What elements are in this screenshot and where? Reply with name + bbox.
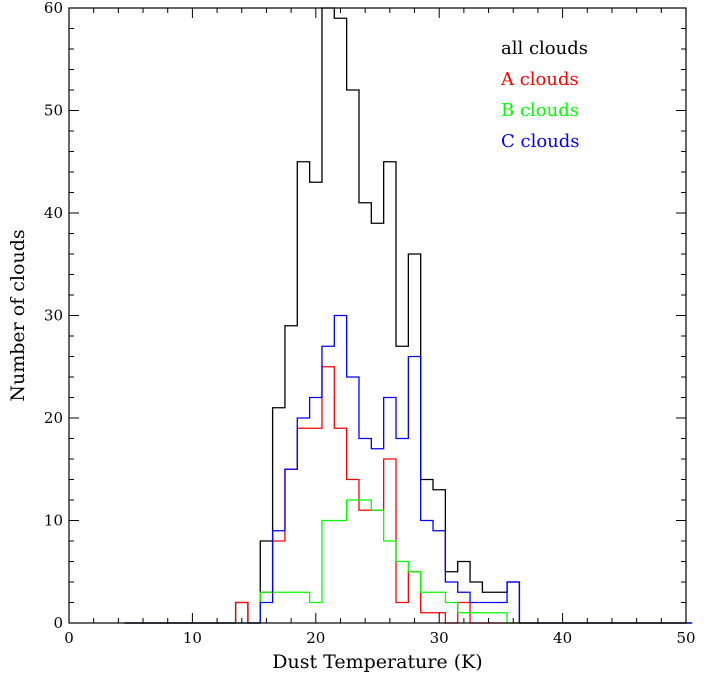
y-tick-label: 20	[44, 409, 63, 427]
y-axis-label: Number of clouds	[7, 229, 29, 401]
y-tick-label: 60	[44, 0, 63, 17]
series-line-all-clouds	[124, 7, 693, 624]
tick-layer	[68, 7, 687, 624]
legend-entry-b-clouds: B clouds	[501, 100, 579, 121]
y-tick-label: 0	[53, 614, 63, 632]
legend-entry-a-clouds: A clouds	[500, 69, 579, 90]
legend-entry-c-clouds: C clouds	[501, 131, 580, 152]
series-layer	[124, 7, 693, 624]
label-layer: 0 10 20 30 40 50 0 10 20 30 40 50 60	[44, 0, 696, 647]
x-axis-label: Dust Temperature (K)	[272, 651, 482, 673]
y-tick-label: 40	[44, 204, 63, 222]
x-tick-label: 50	[676, 629, 695, 647]
legend: all clouds A clouds B clouds C clouds	[500, 38, 588, 152]
x-tick-label: 30	[430, 629, 449, 647]
x-tick-label: 40	[553, 629, 572, 647]
x-tick-label: 0	[64, 629, 74, 647]
x-tick-label: 20	[306, 629, 325, 647]
series-line-b-clouds	[124, 499, 693, 624]
y-tick-label: 30	[44, 307, 63, 325]
y-tick-label: 10	[44, 512, 63, 530]
x-tick-label: 10	[183, 629, 202, 647]
plot-frame	[68, 7, 687, 624]
y-tick-label: 50	[44, 102, 63, 120]
legend-entry-all-clouds: all clouds	[501, 38, 588, 59]
